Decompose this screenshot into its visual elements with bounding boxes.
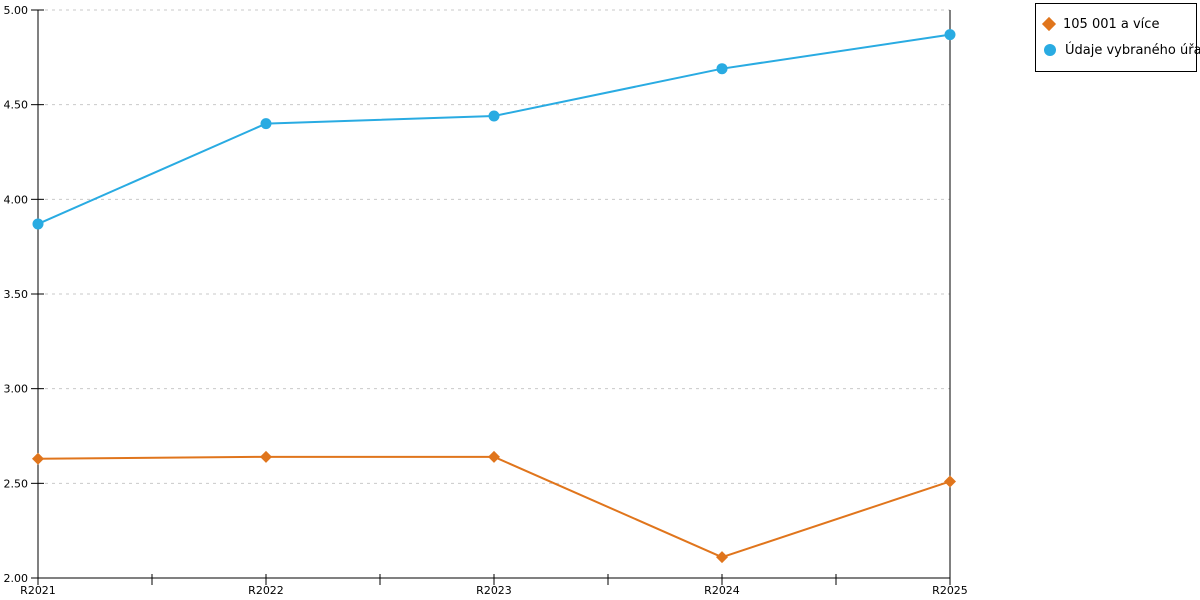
y-axis-tick-label: 4.00: [4, 193, 29, 206]
data-point-diamond: [488, 450, 500, 463]
legend-label: 105 001 a více: [1063, 16, 1160, 32]
x-axis-tick-label: R2024: [704, 584, 740, 597]
circle-marker-icon: [1044, 44, 1056, 56]
x-axis-tick-label: R2021: [20, 584, 56, 597]
data-point-circle: [488, 110, 500, 122]
legend-label: Údaje vybraného úřadu: [1065, 42, 1200, 58]
x-axis-tick-label: R2023: [476, 584, 512, 597]
legend: 105 001 a více Údaje vybraného úřadu: [1035, 3, 1200, 72]
data-point-circle: [32, 218, 44, 230]
diamond-marker-icon: [1041, 16, 1057, 32]
y-axis-tick-label: 2.00: [4, 572, 29, 585]
data-point-diamond: [260, 450, 272, 463]
y-axis-tick-label: 3.00: [4, 383, 29, 396]
y-axis-tick-label: 3.50: [4, 288, 29, 301]
x-axis-tick-label: R2025: [932, 584, 968, 597]
legend-item-udaje: Údaje vybraného úřadu: [1044, 37, 1200, 63]
series-line: [37, 455, 951, 559]
y-axis-tick-label: 4.50: [4, 99, 29, 112]
legend-item-105001: 105 001 a více: [1041, 11, 1190, 37]
data-point-circle: [260, 118, 272, 130]
y-axis-tick-label: 2.50: [4, 477, 29, 490]
data-point-circle: [716, 63, 728, 75]
x-axis-tick-label: R2022: [248, 584, 284, 597]
y-axis-tick-label: 5.00: [4, 4, 29, 17]
data-point-diamond: [32, 452, 44, 465]
data-point-diamond: [716, 551, 728, 564]
data-point-diamond: [944, 475, 956, 488]
data-point-circle: [944, 29, 956, 41]
series-line: [37, 33, 951, 225]
